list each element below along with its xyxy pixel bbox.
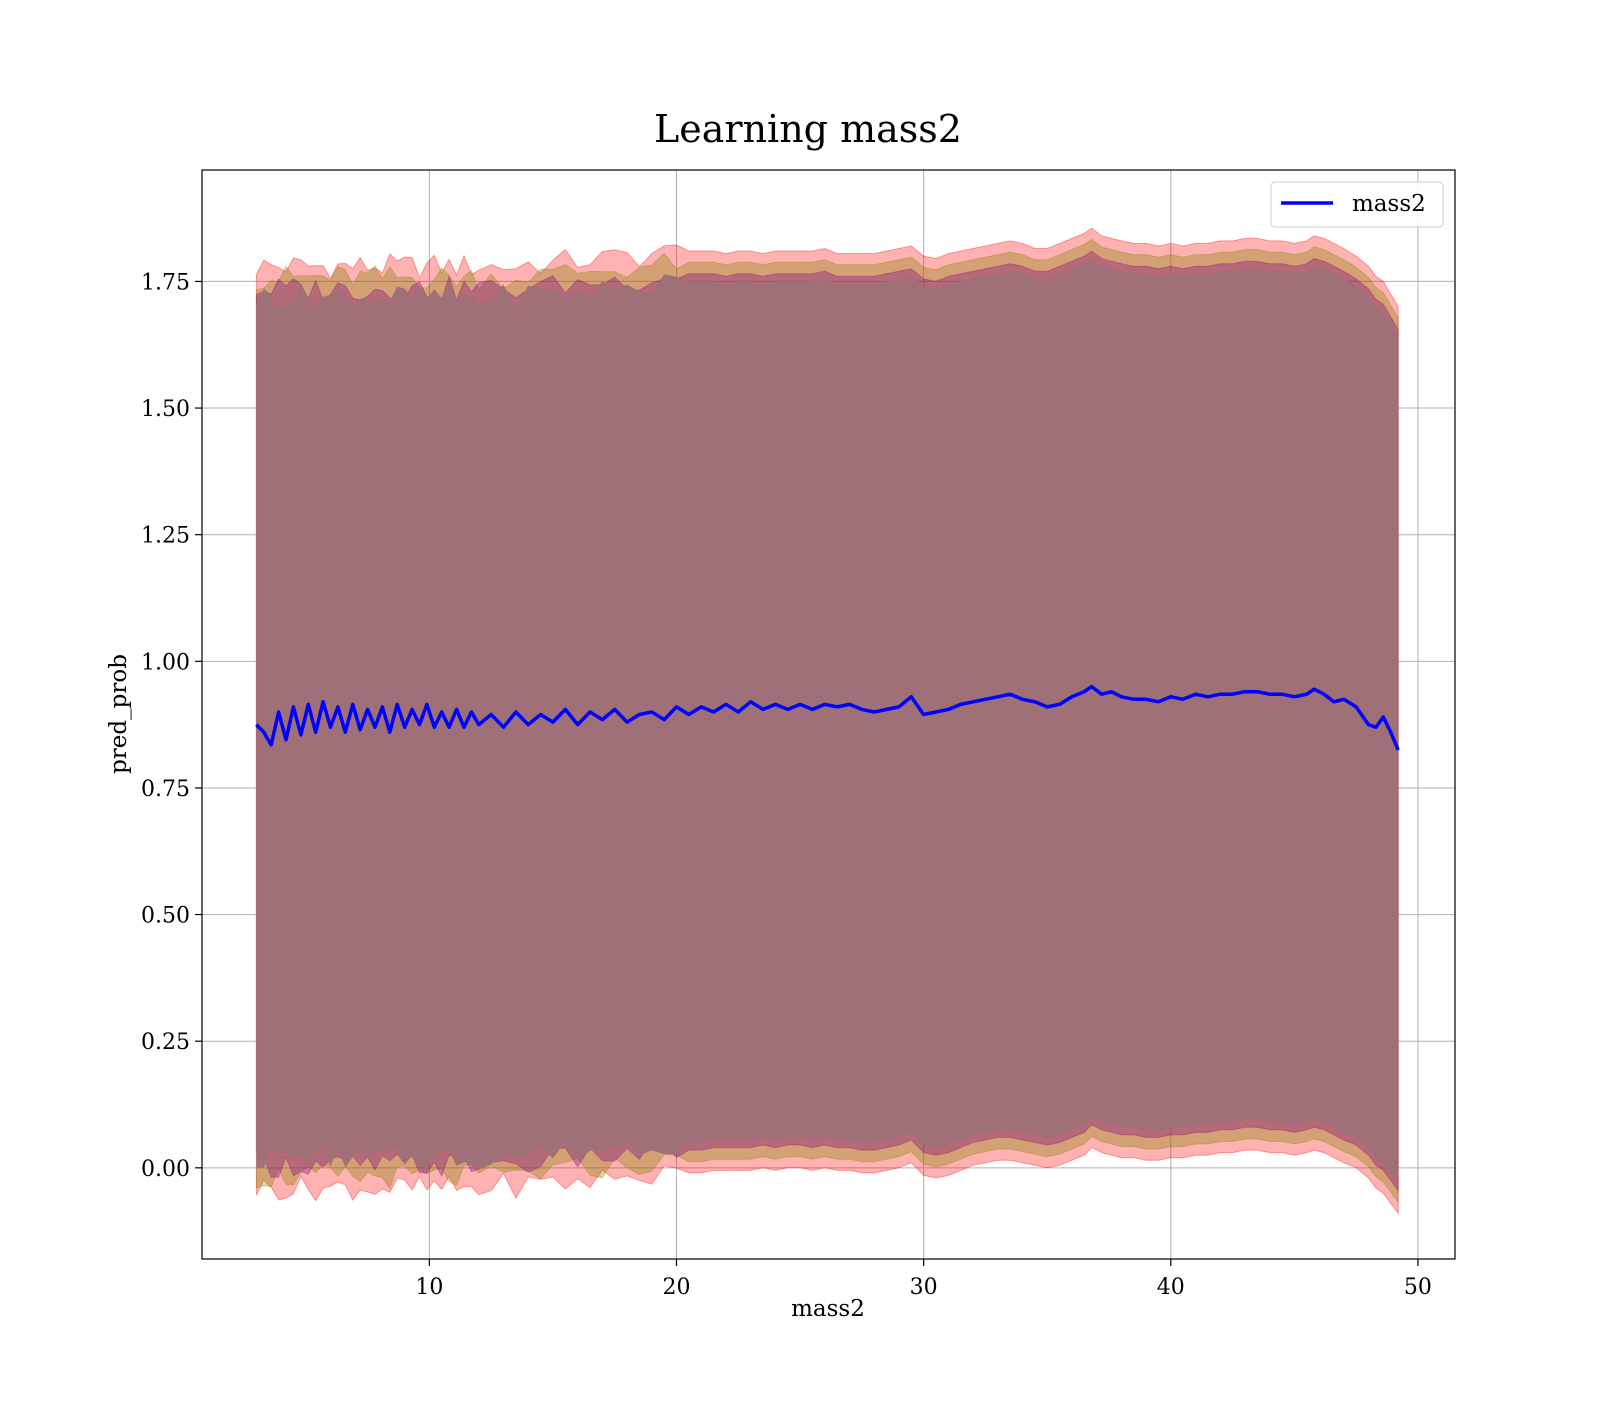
y-tick-label: 1.75 (141, 270, 190, 295)
x-axis-label: mass2 (791, 1296, 865, 1322)
plot-area-frame (201, 169, 1456, 1260)
confidence-bands (255, 227, 1399, 1215)
legend-box (1270, 181, 1444, 228)
y-tick-label: 0.00 (141, 1157, 190, 1182)
series-line-mass2 (255, 684, 1400, 751)
y-axis-label: pred_prob (106, 654, 132, 774)
x-axis-ticks: 10 20 30 40 50 (415, 1259, 1432, 1300)
legend-entry-mass2: mass2 (1352, 191, 1426, 217)
y-tick-label: 0.25 (141, 1030, 190, 1055)
y-tick-label: 1.00 (141, 650, 190, 675)
y-tick-label: 0.75 (141, 777, 190, 802)
series-lines (255, 684, 1400, 751)
y-tick-label: 0.50 (141, 904, 190, 929)
x-tick-label: 30 (910, 1275, 938, 1300)
x-tick-label: 40 (1157, 1275, 1185, 1300)
y-tick-label: 1.50 (141, 397, 190, 422)
y-axis-ticks: 0.00 0.25 0.50 0.75 1.00 1.25 1.50 1.75 (141, 270, 202, 1182)
x-tick-label: 10 (415, 1275, 443, 1300)
legend: mass2 (1270, 181, 1444, 228)
chart-title: Learning mass2 (654, 107, 962, 151)
y-tick-label: 1.25 (141, 524, 190, 549)
x-tick-label: 50 (1404, 1275, 1432, 1300)
x-tick-label: 20 (663, 1275, 691, 1300)
band-core (256, 258, 1399, 1184)
